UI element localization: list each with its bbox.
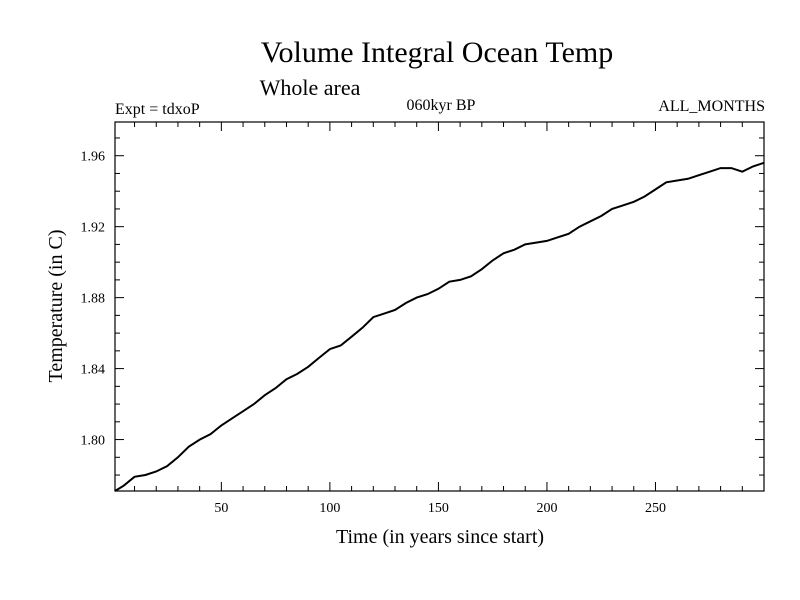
y-axis-label: Temperature (in C) (45, 230, 67, 383)
experiment-label: Expt = tdxoP (115, 101, 200, 118)
x-tick-label: 250 (645, 501, 666, 516)
y-tick-label: 1.80 (81, 434, 106, 449)
x-axis-label: Time (in years since start) (336, 526, 544, 548)
axis-ticks (115, 122, 764, 491)
x-tick-label: 200 (536, 501, 557, 516)
x-tick-label: 100 (319, 501, 340, 516)
x-tick-label: 150 (428, 501, 449, 516)
plot-frame (114, 121, 765, 492)
y-tick-label: 1.96 (81, 150, 106, 165)
tick-labels: 50 100 150 200 250 1.80 1.84 1.88 1.92 1.96 (81, 150, 666, 516)
y-tick-label: 1.88 (81, 292, 106, 307)
period-label: 060kyr BP (407, 97, 476, 114)
chart-subtitle: Whole area (260, 75, 361, 100)
y-tick-label: 1.84 (81, 363, 106, 378)
chart-title: Volume Integral Ocean Temp (261, 36, 614, 69)
x-tick-label: 50 (214, 501, 228, 516)
y-tick-label: 1.92 (81, 221, 106, 236)
months-label: ALL_MONTHS (658, 98, 765, 115)
temperature-series-line (114, 161, 765, 492)
